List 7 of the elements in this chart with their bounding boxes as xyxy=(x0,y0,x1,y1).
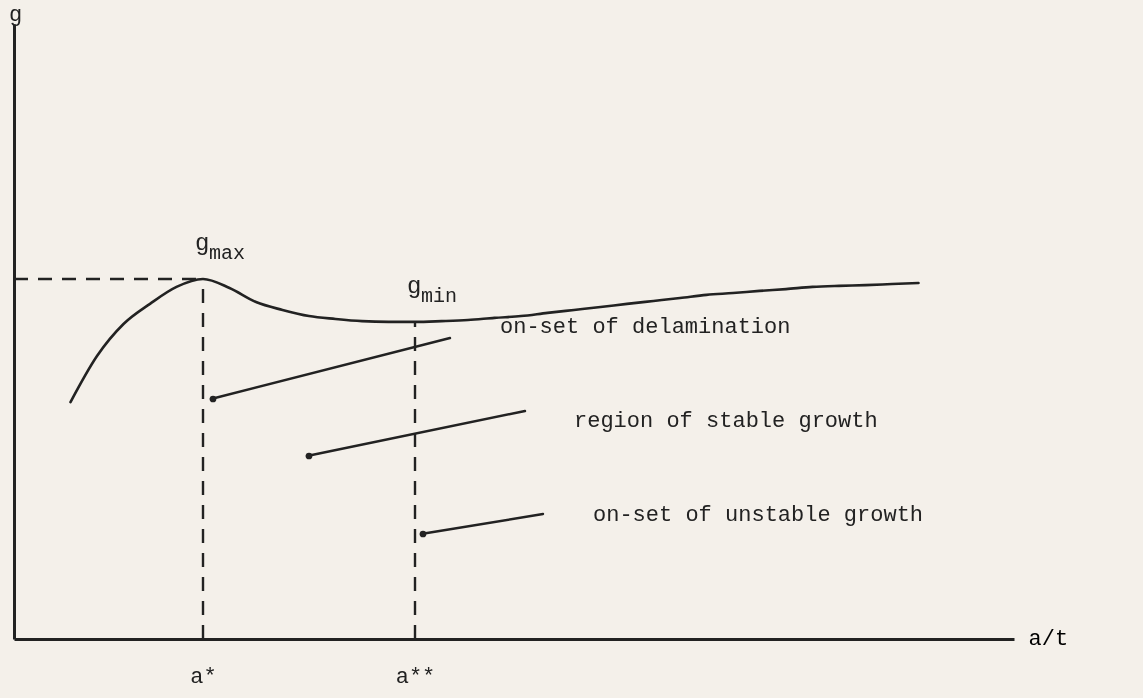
x-axis-title: a/t xyxy=(1028,626,1069,652)
text: g xyxy=(9,3,23,28)
annotation: region of stable growth xyxy=(574,409,878,434)
x-tick-label: a** xyxy=(395,664,436,690)
x-tick-label: a* xyxy=(190,664,217,690)
annotation: on-set of delamination xyxy=(500,315,791,340)
annotation: on-set of unstable growth xyxy=(593,503,924,528)
